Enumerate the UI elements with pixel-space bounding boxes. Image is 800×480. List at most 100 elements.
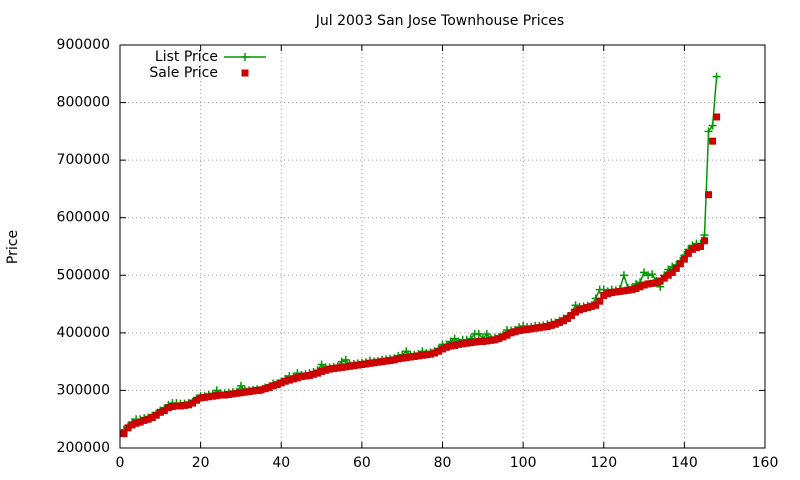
x-tick-label: 60	[353, 455, 371, 471]
data-point	[499, 333, 507, 341]
data-point	[144, 415, 152, 423]
data-point	[322, 366, 330, 374]
data-point	[636, 283, 644, 291]
data-point	[455, 340, 463, 348]
data-point	[297, 373, 305, 381]
data-point	[334, 364, 342, 372]
data-point	[225, 390, 233, 398]
data-point	[507, 329, 515, 337]
data-point	[249, 387, 257, 395]
data-point	[434, 347, 442, 355]
data-point	[241, 388, 249, 396]
data-point	[382, 357, 390, 365]
data-point	[704, 127, 713, 136]
data-point	[474, 330, 483, 339]
y-tick-label: 500000	[57, 267, 110, 283]
data-point	[692, 244, 700, 252]
data-point	[422, 351, 430, 359]
data-point	[576, 306, 584, 314]
data-point	[414, 352, 422, 360]
data-point	[406, 353, 414, 361]
data-point	[205, 393, 213, 401]
data-point	[189, 399, 197, 407]
data-point	[209, 392, 217, 400]
data-point	[366, 359, 374, 367]
data-point	[559, 317, 567, 325]
data-point	[301, 372, 309, 380]
data-point	[257, 386, 265, 394]
data-point	[148, 413, 156, 421]
y-tick-label: 700000	[57, 152, 110, 168]
data-point	[378, 358, 386, 366]
data-point	[293, 374, 301, 382]
data-point	[580, 305, 588, 313]
data-point	[628, 286, 636, 294]
data-point	[418, 351, 426, 359]
data-point	[571, 301, 580, 310]
data-point	[688, 245, 696, 253]
data-point	[712, 72, 721, 81]
data-point	[676, 260, 684, 268]
data-point	[402, 347, 411, 356]
data-point	[644, 280, 652, 288]
data-point	[491, 336, 499, 344]
data-point	[680, 255, 688, 263]
data-point	[233, 389, 241, 397]
data-point	[535, 324, 543, 332]
data-point	[511, 328, 519, 336]
y-tick-label: 400000	[57, 325, 110, 341]
data-point	[201, 393, 209, 401]
data-point	[467, 339, 475, 347]
data-point	[708, 121, 717, 130]
x-tick-label: 160	[752, 455, 779, 471]
data-point	[354, 361, 362, 369]
data-point	[684, 249, 692, 257]
data-point	[713, 113, 721, 121]
data-point	[317, 360, 326, 369]
data-point	[156, 408, 164, 416]
data-point	[124, 424, 132, 432]
data-point	[305, 371, 313, 379]
data-point	[616, 287, 624, 295]
data-point	[487, 336, 495, 344]
data-point	[697, 243, 704, 250]
y-tick-label: 800000	[57, 95, 110, 111]
data-point	[120, 430, 128, 438]
x-tick-label: 120	[590, 455, 617, 471]
x-tick-label: 100	[510, 455, 537, 471]
data-point	[568, 312, 575, 320]
data-point	[600, 291, 608, 299]
data-point	[604, 290, 612, 298]
data-point	[563, 314, 571, 322]
data-point	[410, 352, 418, 360]
data-point	[362, 360, 370, 368]
data-point	[463, 339, 471, 347]
data-point	[551, 320, 559, 328]
data-point	[624, 286, 632, 294]
data-point	[543, 323, 551, 331]
data-point	[160, 407, 168, 415]
data-point	[572, 308, 580, 316]
data-point	[439, 345, 446, 353]
data-point	[584, 304, 592, 312]
data-point	[592, 301, 600, 309]
data-point	[342, 363, 350, 371]
legend-marker	[241, 53, 249, 61]
data-point	[374, 358, 382, 366]
data-point	[136, 418, 144, 426]
legend-label: Sale Price	[149, 65, 218, 81]
data-point	[672, 264, 680, 272]
data-point	[193, 396, 201, 404]
legend-label: List Price	[155, 49, 218, 65]
data-point	[281, 377, 289, 385]
data-point	[539, 323, 547, 331]
data-point	[181, 401, 188, 409]
data-point	[527, 325, 535, 333]
data-point	[701, 237, 709, 245]
data-point	[588, 302, 596, 310]
data-point	[648, 279, 656, 287]
data-point	[261, 385, 269, 393]
x-tick-label: 20	[192, 455, 210, 471]
y-tick-label: 300000	[57, 382, 110, 398]
data-point	[547, 321, 555, 329]
